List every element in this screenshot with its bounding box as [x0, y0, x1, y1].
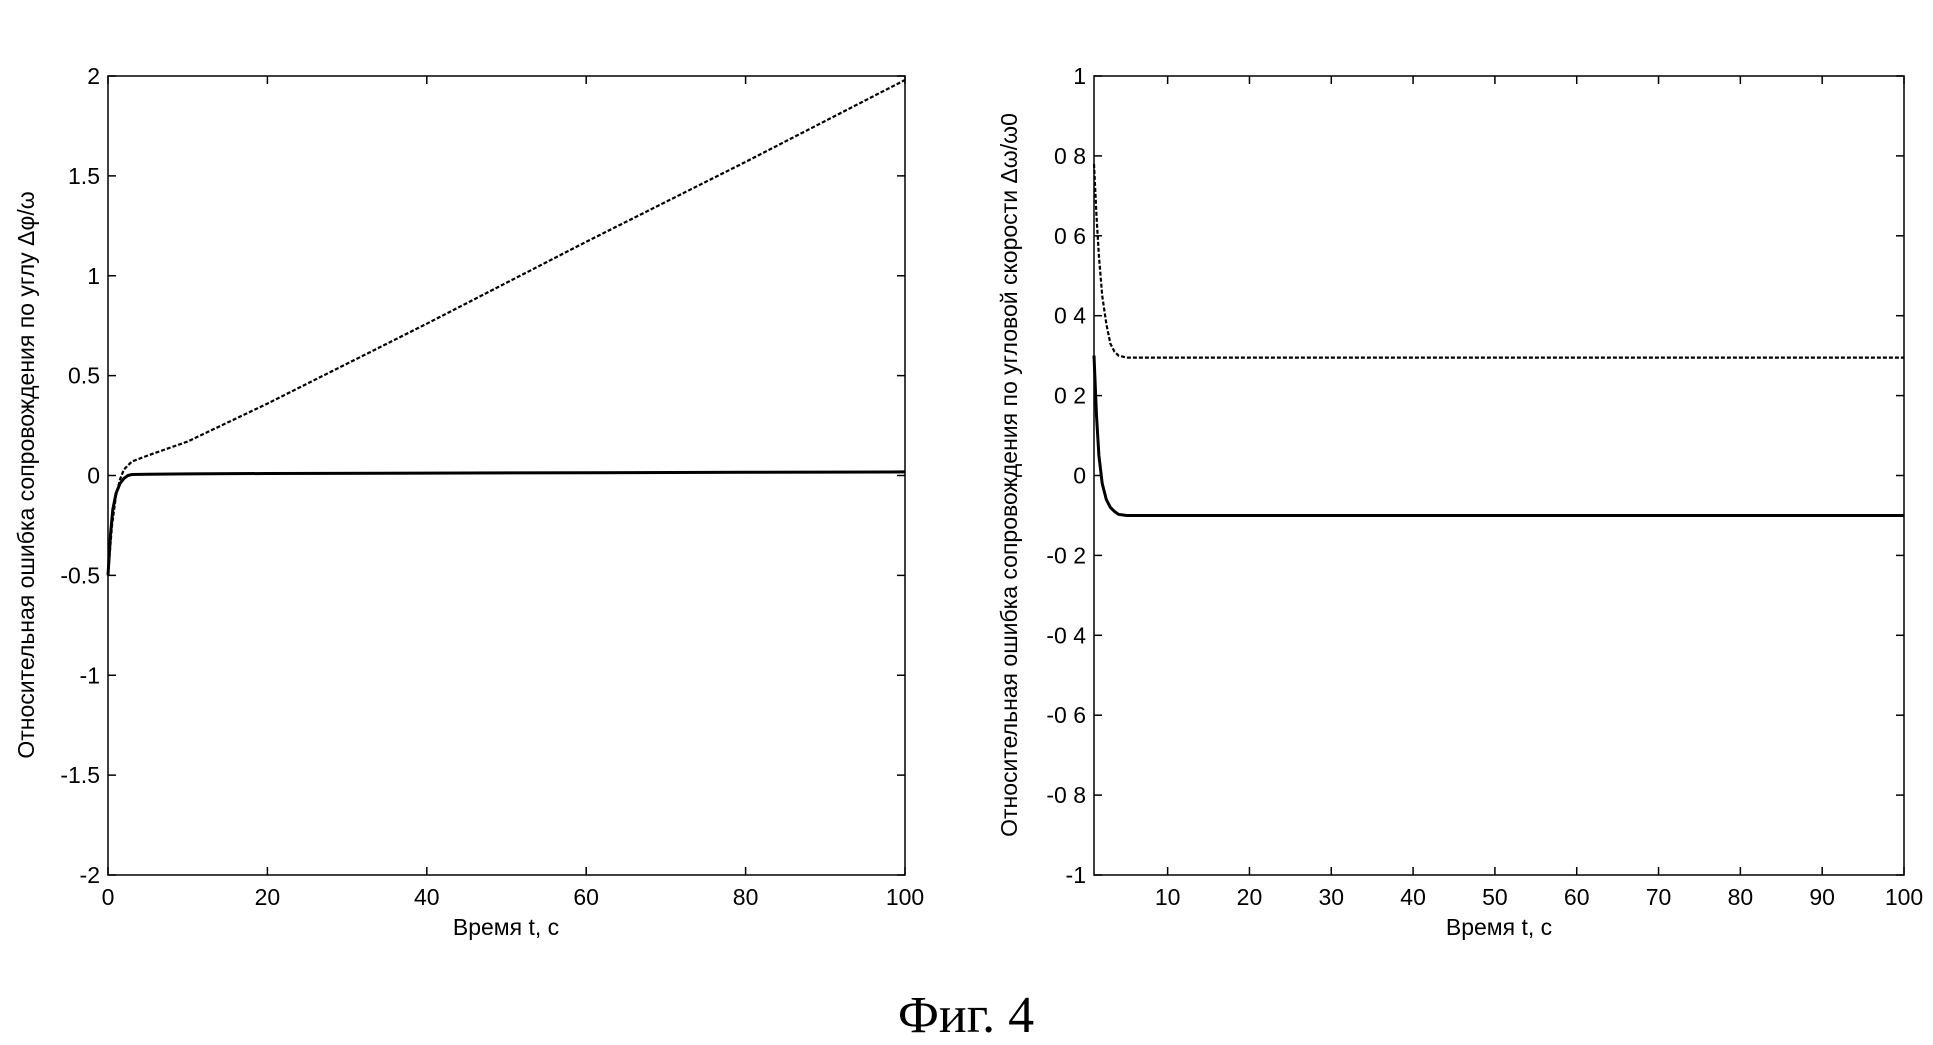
x-axis-label-left: Время t, с	[453, 914, 559, 940]
y-tick-label: -1	[80, 662, 100, 688]
y-tick-label: 0 8	[1054, 143, 1086, 169]
x-tick-label: 80	[733, 884, 759, 910]
x-tick-label: 20	[255, 884, 281, 910]
figure-caption: Фиг. 4	[898, 987, 1034, 1044]
x-tick-label: 40	[414, 884, 440, 910]
y-tick-label: -1.5	[60, 762, 100, 788]
y-tick-label: 1	[1073, 63, 1086, 89]
x-tick-label: 20	[1237, 884, 1263, 910]
x-tick-label: 0	[102, 884, 115, 910]
x-tick-label: 50	[1482, 884, 1508, 910]
y-axis-label-right: Относительная ошибка сопровождения по уг…	[996, 113, 1022, 837]
x-tick-label: 40	[1400, 884, 1426, 910]
x-tick-label: 90	[1809, 884, 1835, 910]
y-tick-label: 0	[87, 463, 100, 489]
y-tick-label: 1.5	[68, 163, 100, 189]
y-tick-label: -0 2	[1046, 542, 1086, 568]
y-tick-label: 1	[87, 263, 100, 289]
x-tick-label: 100	[886, 884, 924, 910]
y-tick-label: 0.5	[68, 363, 100, 389]
x-tick-label: 60	[573, 884, 599, 910]
y-tick-label: -2	[80, 862, 100, 888]
y-tick-label: 0	[1073, 463, 1086, 489]
x-tick-label: 100	[1885, 884, 1923, 910]
x-tick-label: 70	[1646, 884, 1672, 910]
y-axis-label-left: Относительная ошибка сопровождения по уг…	[13, 191, 39, 758]
y-tick-label: -0 8	[1046, 782, 1086, 808]
y-tick-label: 0 6	[1054, 223, 1086, 249]
y-tick-label: 2	[87, 63, 100, 89]
x-tick-label: 80	[1728, 884, 1754, 910]
y-tick-label: -1	[1066, 862, 1086, 888]
y-tick-label: -0.5	[60, 562, 100, 588]
y-tick-label: -0 6	[1046, 702, 1086, 728]
y-tick-label: 0 4	[1054, 303, 1086, 329]
y-tick-label: -0 4	[1046, 622, 1086, 648]
x-tick-label: 30	[1318, 884, 1344, 910]
y-tick-label: 0 2	[1054, 383, 1086, 409]
x-tick-label: 10	[1155, 884, 1181, 910]
x-tick-label: 60	[1564, 884, 1590, 910]
x-axis-label-right: Время t, с	[1446, 914, 1552, 940]
